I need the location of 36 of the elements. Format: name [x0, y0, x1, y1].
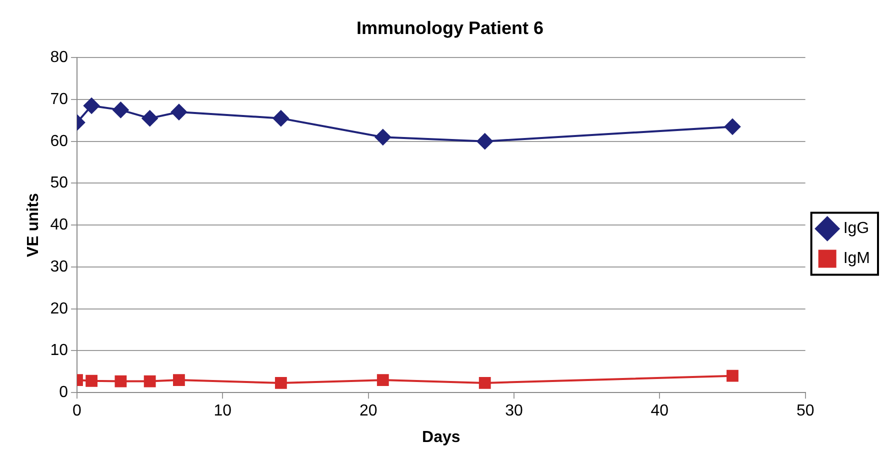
point — [170, 104, 187, 120]
y-tick-label: 0 — [59, 384, 68, 402]
point — [112, 102, 129, 118]
x-axis-title: Days — [422, 428, 460, 446]
point — [726, 370, 738, 382]
point — [374, 129, 391, 146]
x-tick-label: 30 — [505, 402, 523, 420]
point — [173, 374, 185, 386]
y-tick-label: 80 — [50, 49, 68, 66]
x-tick-label: 50 — [796, 402, 814, 420]
y-tick-label: 40 — [50, 216, 68, 234]
y-tick-label: 70 — [50, 90, 68, 108]
y-tick-label: 20 — [50, 300, 68, 318]
point — [142, 110, 158, 126]
y-tick-label: 60 — [50, 132, 68, 150]
point — [144, 375, 156, 388]
x-tick-label: 40 — [650, 402, 669, 420]
point — [476, 133, 493, 150]
point — [376, 374, 389, 386]
x-tick-label: 0 — [72, 402, 82, 420]
point — [84, 98, 100, 114]
chart-title: Immunology Patient 6 — [356, 18, 544, 38]
legend-label: IgG — [843, 220, 870, 238]
point — [272, 110, 289, 126]
legend-label: IgM — [843, 250, 870, 268]
point — [724, 118, 740, 135]
y-tick-label: 10 — [50, 342, 68, 360]
y-axis-title: VE units — [25, 193, 42, 258]
point — [478, 377, 491, 389]
point — [114, 375, 127, 388]
x-tick-label: 10 — [214, 402, 232, 420]
point — [274, 377, 287, 389]
point — [86, 374, 98, 387]
x-tick-label: 20 — [359, 402, 378, 420]
y-tick-label: 30 — [50, 258, 68, 276]
y-tick-label: 50 — [50, 174, 68, 192]
